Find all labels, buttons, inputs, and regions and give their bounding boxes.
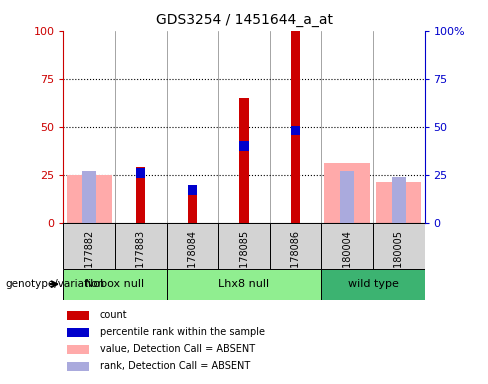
Bar [392, 177, 406, 223]
Text: percentile rank within the sample: percentile rank within the sample [100, 327, 264, 337]
Text: count: count [100, 310, 127, 320]
Title: GDS3254 / 1451644_a_at: GDS3254 / 1451644_a_at [156, 13, 332, 27]
FancyBboxPatch shape [166, 269, 322, 300]
Text: value, Detection Call = ABSENT: value, Detection Call = ABSENT [100, 344, 255, 354]
FancyBboxPatch shape [67, 345, 89, 354]
Bar [66, 175, 112, 223]
Text: Nobox null: Nobox null [85, 279, 144, 289]
Bar [291, 126, 300, 136]
Bar [376, 182, 422, 223]
Bar [340, 171, 354, 223]
Bar [325, 163, 370, 223]
Text: GSM177883: GSM177883 [136, 230, 146, 289]
Text: GSM178085: GSM178085 [239, 230, 249, 289]
FancyBboxPatch shape [322, 223, 373, 269]
FancyBboxPatch shape [218, 223, 270, 269]
Text: GSM178086: GSM178086 [290, 230, 301, 289]
Bar [82, 171, 96, 223]
Bar [136, 168, 145, 178]
FancyBboxPatch shape [373, 223, 425, 269]
FancyBboxPatch shape [67, 311, 89, 320]
FancyBboxPatch shape [166, 223, 218, 269]
Text: Lhx8 null: Lhx8 null [219, 279, 269, 289]
FancyBboxPatch shape [322, 269, 425, 300]
Bar [136, 167, 145, 223]
Text: GSM180005: GSM180005 [394, 230, 404, 289]
FancyBboxPatch shape [63, 269, 166, 300]
Text: GSM178084: GSM178084 [187, 230, 198, 289]
Text: GSM177882: GSM177882 [84, 230, 94, 289]
Text: rank, Detection Call = ABSENT: rank, Detection Call = ABSENT [100, 361, 250, 371]
Text: genotype/variation: genotype/variation [5, 279, 104, 289]
Bar [188, 190, 197, 223]
FancyBboxPatch shape [67, 328, 89, 337]
Text: GSM180004: GSM180004 [342, 230, 352, 288]
Bar [239, 98, 249, 223]
FancyBboxPatch shape [115, 223, 166, 269]
FancyBboxPatch shape [63, 223, 115, 269]
Text: wild type: wild type [347, 279, 398, 289]
Bar [239, 141, 249, 151]
FancyBboxPatch shape [67, 362, 89, 371]
FancyBboxPatch shape [270, 223, 322, 269]
Bar [188, 185, 197, 195]
Bar [291, 31, 300, 223]
